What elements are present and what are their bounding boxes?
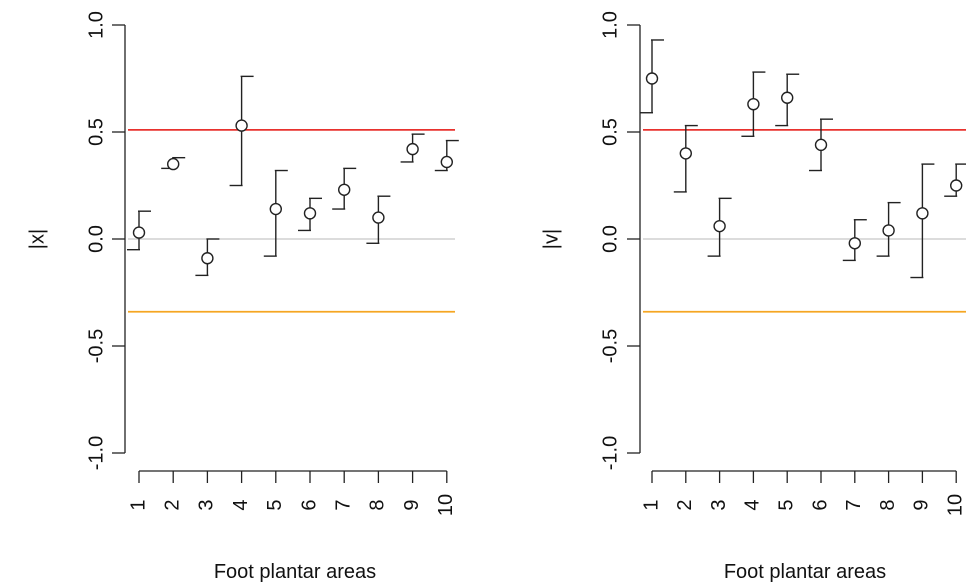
y-tick-label: -0.5 (599, 329, 621, 363)
x-tick-label: 7 (843, 499, 865, 510)
data-point (201, 252, 214, 265)
x-tick-label: 9 (401, 499, 423, 510)
x-axis-title: Foot plantar areas (214, 561, 376, 583)
x-tick-label: 8 (367, 499, 389, 510)
data-point (679, 147, 692, 160)
y-tick-label: -1.0 (85, 436, 107, 470)
y-tick-label: 0.0 (599, 225, 621, 253)
x-tick-label: 6 (809, 499, 831, 510)
x-tick-label: 10 (435, 494, 457, 516)
data-point (848, 237, 861, 250)
x-tick-label: 9 (911, 499, 933, 510)
data-point (269, 202, 282, 216)
data-point (645, 72, 659, 85)
right-panel-v-magnitude: -1.0 -0.5 0.0 0.5 1.0 |v| 1 2 3 4 5 6 7 8 9 10 Foot plan… (540, 11, 966, 583)
data-point (235, 119, 248, 132)
x-tick-label: 6 (298, 499, 320, 510)
data-point (882, 224, 895, 237)
left-panel-x-magnitude: -1.0 -0.5 0.0 0.5 1.0 |x| 1 2 3 4 5 6 7 8 9 10 Foot plan… (26, 11, 459, 583)
data-point (406, 142, 419, 156)
x-tick-label: 10 (944, 494, 966, 516)
x-tick-label: 2 (674, 499, 696, 510)
y-tick-label: 0.5 (85, 118, 107, 146)
data-point (132, 226, 146, 239)
x-tick-label: 8 (877, 499, 899, 510)
y-tick-label: 0.5 (599, 118, 621, 146)
y-tick-label: 1.0 (85, 11, 107, 39)
x-tick-label: 3 (708, 499, 730, 510)
x-tick-label: 1 (127, 499, 149, 510)
data-point (916, 207, 929, 220)
x-tick-label: 5 (264, 499, 286, 510)
x-tick-label: 2 (161, 499, 183, 510)
x-tick-label: 4 (230, 499, 252, 510)
x-tick-label: 4 (742, 499, 764, 510)
x-tick-label: 1 (640, 499, 662, 510)
x-tick-label: 3 (196, 499, 218, 510)
y-axis-title: |v| (540, 229, 562, 249)
y-axis-title: |x| (26, 229, 48, 249)
data-point (814, 138, 828, 152)
y-tick-label: -1.0 (599, 436, 621, 470)
data-point (950, 179, 963, 192)
x-tick-label: 7 (332, 499, 354, 510)
data-point (372, 211, 385, 224)
data-point (338, 183, 351, 196)
data-point (166, 157, 180, 171)
data-point (713, 219, 726, 233)
y-tick-label: 1.0 (599, 11, 621, 39)
y-tick-label: 0.0 (85, 225, 107, 253)
x-tick-label: 5 (775, 499, 797, 510)
data-point (747, 97, 760, 111)
data-point (440, 155, 453, 169)
x-axis-title: Foot plantar areas (724, 561, 886, 583)
data-point (781, 91, 794, 104)
data-point (303, 207, 317, 220)
y-tick-label: -0.5 (85, 329, 107, 363)
